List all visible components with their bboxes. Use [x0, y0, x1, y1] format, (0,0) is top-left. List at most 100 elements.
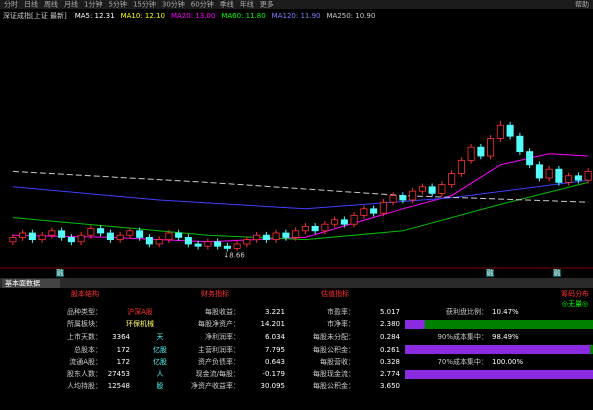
field-label: 每股公积金： [313, 345, 355, 354]
candle-body [565, 175, 573, 183]
marker: 融 [554, 268, 561, 277]
field-value: 3.650 [380, 382, 400, 390]
candle-body [350, 214, 358, 225]
toolbar-item[interactable]: 日线 [24, 0, 38, 9]
candle-body [58, 230, 66, 238]
ma-label: MA20: 13.00 [171, 12, 215, 20]
marker-box [56, 269, 64, 277]
marker: 融 [57, 268, 64, 277]
field-value: 30.095 [261, 382, 286, 390]
candle-body [321, 223, 329, 232]
candle-body [87, 228, 95, 236]
candle-body [175, 232, 183, 238]
candle-body [214, 241, 222, 247]
field-value: 7.795 [265, 346, 285, 354]
candle-body [204, 241, 212, 247]
toolbar-item[interactable]: 周线 [44, 0, 58, 9]
chip-value: 98.49% [492, 333, 519, 341]
field-value: 0.643 [265, 358, 285, 366]
chip-status: ◎无量◎ [562, 300, 588, 308]
panel-header: 股本结构 [71, 289, 99, 298]
candle-body [253, 234, 261, 240]
candle-body [136, 230, 144, 238]
candle-body [584, 170, 592, 181]
ma-line [12, 181, 589, 241]
toolbar-item[interactable]: 1分钟 [84, 0, 102, 9]
candle-body [97, 228, 105, 234]
toolbar-item[interactable]: 更多 [260, 0, 274, 9]
candle-body [223, 245, 231, 249]
candle-body [535, 164, 543, 179]
min-label: ↓8.66 [223, 251, 245, 259]
toolbar-item[interactable]: 30分钟 [162, 0, 185, 9]
candle-body [184, 236, 192, 245]
ma-label: MA120: 11.90 [272, 12, 321, 20]
instrument: 深证成指[上证 最新] [3, 11, 67, 20]
tab[interactable] [2, 279, 60, 288]
chip-label: 70%成本集中： [437, 357, 488, 366]
field-label: 主营利润率： [198, 345, 240, 354]
field-label: 每股公积金： [313, 381, 355, 390]
marker-box [553, 269, 561, 277]
field-label: 股东人数： [67, 369, 102, 378]
toolbar-item[interactable]: 5分钟 [108, 0, 126, 9]
chip-bar [405, 345, 591, 354]
field-label: 每股未分配： [313, 332, 355, 341]
toolbar-item[interactable]: 分时 [4, 0, 18, 9]
candle-body [467, 146, 475, 161]
field-label: 现金流/每股： [196, 369, 240, 378]
candle-body [9, 236, 17, 243]
field-value: 沪深A股 [127, 307, 153, 316]
field-value: 5.017 [380, 308, 400, 316]
chip-label: 获利盘比例： [446, 307, 488, 316]
field-label: 总股本： [74, 345, 102, 354]
field-unit: 股 [157, 382, 164, 390]
candle-body [145, 236, 153, 245]
candle-body [399, 195, 407, 201]
toolbar-item[interactable]: 15分钟 [133, 0, 156, 9]
tab-label[interactable]: 基本面数据 [5, 279, 40, 288]
candle-body [155, 239, 163, 245]
toolbar-item[interactable]: 季线 [220, 0, 234, 9]
field-label: 市盈率： [327, 307, 355, 316]
toolbar-item[interactable]: 月线 [64, 0, 78, 9]
candle-body [457, 159, 465, 174]
candle-body [48, 230, 56, 236]
candle-body [389, 195, 397, 203]
field-unit: 天 [157, 333, 164, 341]
chip-label: 90%成本集中： [437, 332, 488, 341]
candle-body [311, 225, 319, 232]
candle-body [77, 234, 85, 243]
candle-body [379, 201, 387, 214]
field-value: 27453 [108, 370, 130, 378]
candle-body [526, 151, 534, 166]
field-value: 2.380 [380, 320, 400, 328]
tab-bar [0, 278, 593, 288]
candle-body [38, 234, 46, 240]
candle-body [418, 186, 426, 192]
candle-body [409, 190, 417, 201]
candle-body [370, 208, 378, 214]
toolbar-right[interactable]: 帮助 [575, 0, 589, 9]
candle-body [477, 146, 485, 157]
field-label: 人均持股： [67, 381, 102, 390]
ma-label: MA10: 12.10 [121, 12, 165, 20]
candle-body [282, 232, 290, 238]
candle-body [545, 168, 553, 179]
candle-body [574, 175, 582, 181]
candle-body [487, 137, 495, 157]
panel-header: 估值指标 [321, 289, 349, 298]
field-value: 3364 [112, 333, 130, 341]
candle-body [262, 234, 270, 240]
field-unit: 亿股 [153, 345, 167, 354]
candle-body [165, 232, 173, 240]
toolbar-item[interactable]: 年线 [240, 0, 254, 9]
field-label: 资产负债率： [198, 357, 240, 366]
ma-label: MA250: 10.90 [326, 12, 375, 20]
field-label: 每股现金流： [313, 369, 355, 378]
field-label: 净利润率： [205, 332, 240, 341]
candle-body [67, 236, 75, 243]
toolbar-item[interactable]: 60分钟 [191, 0, 214, 9]
